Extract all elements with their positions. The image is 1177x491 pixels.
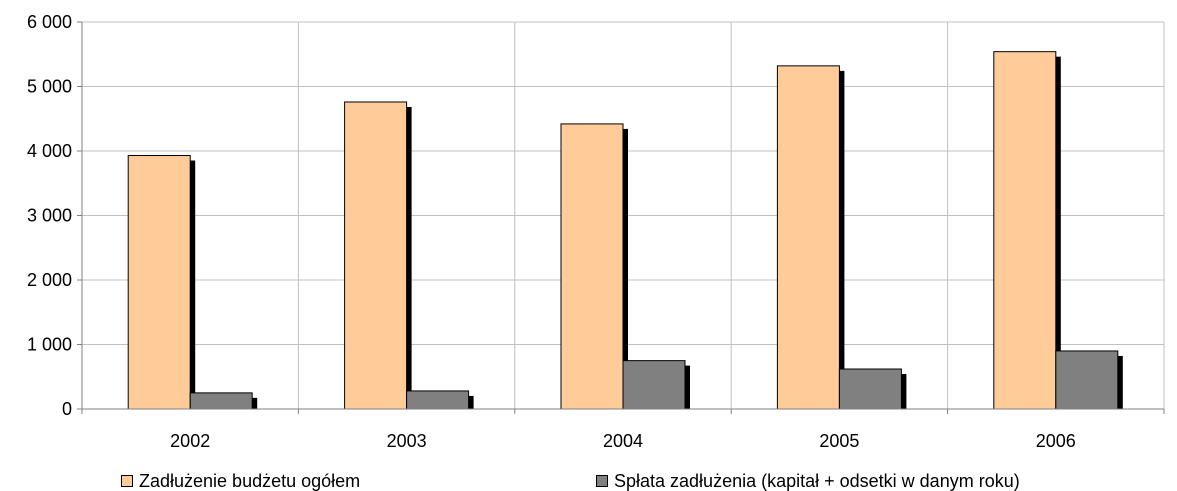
legend: Zadłużenie budżetu ogółem Spłata zadłuże…: [0, 472, 1177, 490]
bar-2002-series-2: [189, 392, 253, 410]
bar-shadow: [190, 160, 196, 409]
x-tick-label: 2003: [387, 431, 427, 451]
bar-shadow: [1055, 56, 1061, 410]
bar-shadow: [1117, 355, 1123, 409]
legend-label-series-1: Zadłużenie budżetu ogółem: [139, 471, 361, 491]
bar-2002-series-1: [127, 155, 191, 410]
bar-shadow: [468, 395, 474, 409]
x-tick-label: 2004: [603, 431, 643, 451]
bar-shadow: [252, 397, 258, 409]
bar-2004-series-2: [622, 360, 686, 410]
bar-2005-series-2: [838, 368, 902, 410]
bar-2006-series-1: [993, 51, 1057, 410]
bar-2005-series-1: [776, 65, 840, 410]
bar-shadow: [685, 365, 690, 409]
bar-2003-series-1: [344, 101, 408, 410]
y-tick-label: 3 000: [27, 206, 72, 226]
x-tick-label: 2002: [170, 431, 210, 451]
y-tick-label: 2 000: [27, 270, 72, 290]
y-tick-label: 5 000: [27, 77, 72, 97]
bar-shadow: [406, 106, 412, 409]
bars: [127, 51, 1123, 410]
bar-2004-series-1: [560, 123, 624, 410]
y-tick-label: 0: [62, 399, 72, 419]
legend-swatch-series-2: [596, 475, 608, 487]
bar-shadow: [901, 374, 907, 409]
legend-label-series-2: Spłata zadłużenia (kapitał + odsetki w d…: [614, 471, 1020, 491]
bar-2003-series-2: [406, 390, 470, 410]
x-axis-tick-labels: 2002 2003 2004 2005 2006: [170, 431, 1076, 451]
x-tick-label: 2005: [819, 431, 859, 451]
y-tick-label: 4 000: [27, 141, 72, 161]
y-tick-label: 1 000: [27, 335, 72, 355]
bar-shadow: [623, 128, 628, 409]
y-tick-label: 6 000: [27, 12, 72, 32]
bar-shadow: [839, 70, 845, 410]
legend-item-series-2: Spłata zadłużenia (kapitał + odsetki w d…: [596, 472, 1020, 490]
bar-2006-series-2: [1055, 350, 1119, 410]
legend-swatch-series-1: [121, 475, 133, 487]
axes: [77, 21, 1165, 414]
y-axis-tick-labels: 0 1 000 2 000 3 000 4 000 5 000 6 000: [27, 12, 72, 419]
legend-item-series-1: Zadłużenie budżetu ogółem: [121, 472, 360, 490]
x-tick-label: 2006: [1036, 431, 1076, 451]
bar-chart: 0 1 000 2 000 3 000 4 000 5 000 6 000 2002 2003…: [27, 12, 1165, 451]
